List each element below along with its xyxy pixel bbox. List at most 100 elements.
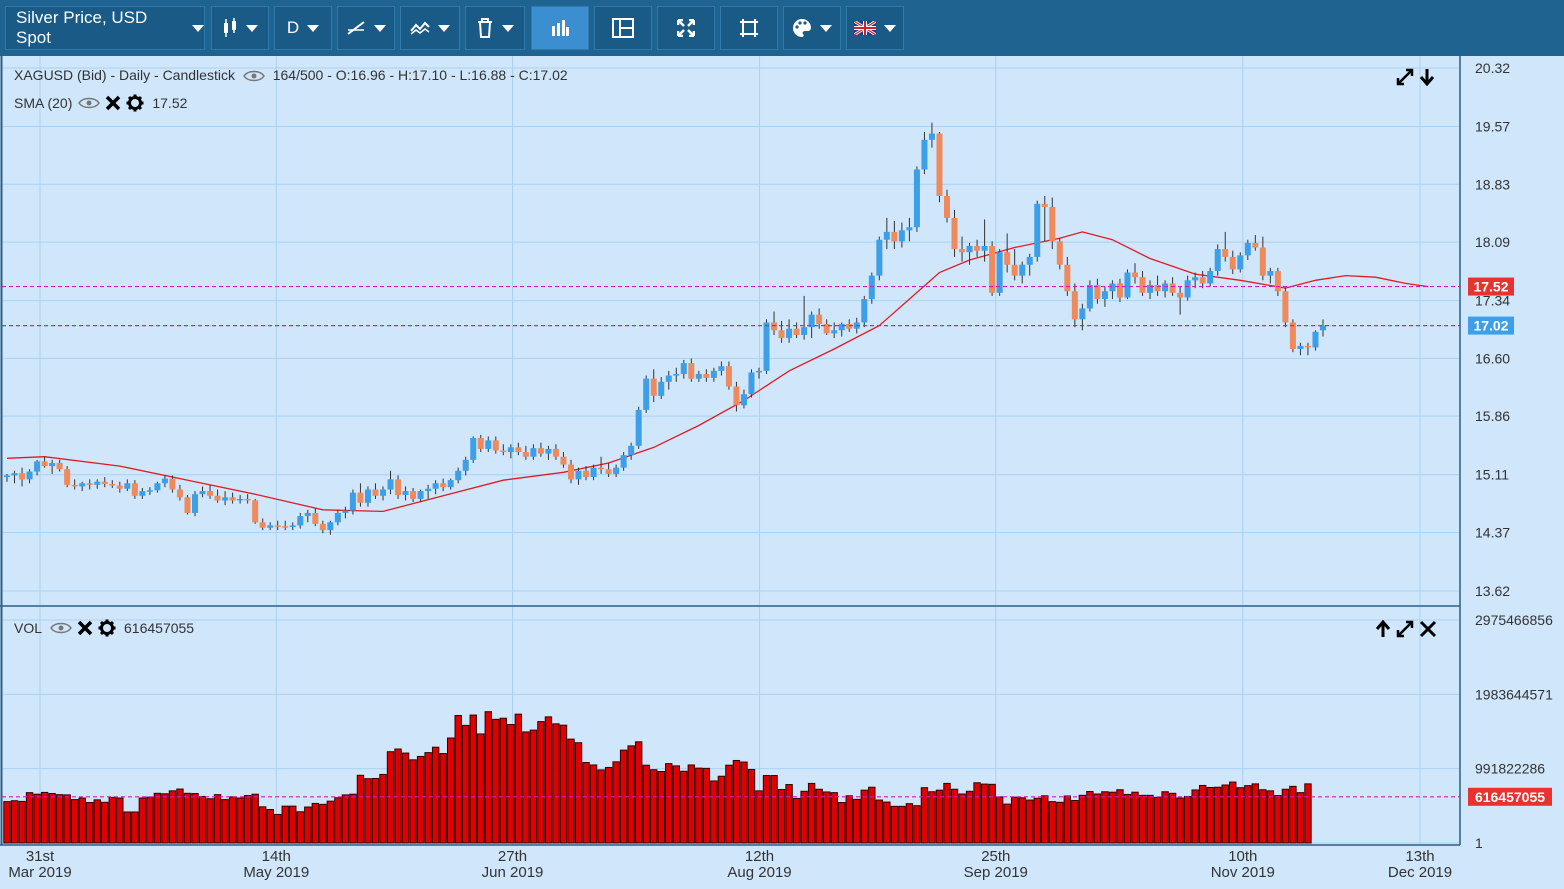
volume-bar xyxy=(401,752,410,844)
volume-bar xyxy=(1168,792,1177,844)
price-tick-label: 15.86 xyxy=(1475,408,1510,424)
candle-body xyxy=(530,448,537,457)
chevron-down-icon xyxy=(884,24,896,32)
volume-tag-box xyxy=(1468,787,1552,806)
candle-body xyxy=(1304,345,1311,348)
candle xyxy=(417,489,424,503)
eye-icon[interactable] xyxy=(242,70,265,82)
volume-bar xyxy=(1003,803,1011,844)
candle xyxy=(740,389,747,409)
candle-body xyxy=(1169,283,1176,293)
fullscreen-button[interactable] xyxy=(657,6,715,50)
candle-body xyxy=(319,523,326,531)
candle-body xyxy=(1124,272,1131,298)
candle-body xyxy=(1034,203,1041,257)
date-tick-day: 25th xyxy=(981,848,1010,865)
volume-bar xyxy=(627,745,635,844)
candle xyxy=(598,456,605,474)
candle-body xyxy=(101,481,108,485)
indicators-button[interactable] xyxy=(400,6,460,50)
crop-button[interactable] xyxy=(720,6,778,50)
chart-style-button[interactable] xyxy=(211,6,269,50)
candle xyxy=(898,222,905,248)
candle-body xyxy=(342,510,349,513)
price-tick-label: 18.83 xyxy=(1475,176,1510,192)
candle xyxy=(1244,239,1251,261)
volume-bar xyxy=(183,792,192,844)
eye-icon[interactable] xyxy=(78,97,101,109)
chart-type-button[interactable] xyxy=(531,6,589,50)
candle-body xyxy=(1237,255,1244,270)
candle xyxy=(801,295,808,340)
theme-button[interactable] xyxy=(783,6,841,50)
close-pane-icon[interactable] xyxy=(1419,620,1437,638)
volume-bar xyxy=(785,784,793,844)
candle xyxy=(613,464,620,478)
volume-bar xyxy=(1093,793,1102,844)
candle xyxy=(252,498,259,524)
move-up-icon[interactable] xyxy=(1375,620,1391,638)
candle xyxy=(966,242,973,265)
instrument-select[interactable]: Silver Price, USD Spot xyxy=(5,6,205,50)
candle xyxy=(447,478,454,490)
candle xyxy=(229,492,236,504)
close-icon[interactable] xyxy=(76,619,94,637)
language-button[interactable] xyxy=(846,6,904,50)
candle xyxy=(1049,197,1056,250)
volume-bar xyxy=(1010,796,1019,844)
volume-bar xyxy=(762,775,771,844)
volume-bar xyxy=(63,794,71,844)
volume-bar xyxy=(198,795,207,844)
candle-body xyxy=(1199,277,1206,284)
candle xyxy=(552,444,559,460)
volume-bar xyxy=(431,746,440,844)
candle xyxy=(349,489,356,515)
volume-bar xyxy=(349,793,357,844)
candle-body xyxy=(402,491,409,495)
candle xyxy=(1056,238,1063,270)
candle xyxy=(26,469,33,484)
candle-body xyxy=(921,139,928,170)
candle xyxy=(989,241,996,296)
volume-bar xyxy=(868,786,876,844)
candle-body xyxy=(966,245,973,253)
expand-icon[interactable] xyxy=(1396,68,1416,86)
draw-tools-button[interactable] xyxy=(337,6,395,50)
candle xyxy=(440,478,447,492)
eye-icon[interactable] xyxy=(50,622,72,634)
volume-bar xyxy=(514,713,523,844)
volume-bar xyxy=(213,794,222,844)
close-icon[interactable] xyxy=(104,94,122,112)
candle xyxy=(861,295,868,328)
candle-body xyxy=(395,479,402,495)
candle xyxy=(771,311,778,335)
candle-body xyxy=(928,133,935,140)
gear-icon[interactable] xyxy=(126,94,144,112)
gear-icon[interactable] xyxy=(98,619,116,637)
candle-body xyxy=(417,491,424,499)
candle xyxy=(64,466,71,488)
candle xyxy=(1026,253,1033,276)
candle xyxy=(1011,249,1018,281)
candle-body xyxy=(507,447,514,453)
price-chart[interactable]: 20.32 19.57 18.83 18.09 17.34 16.60 15.86 15.11… xyxy=(0,56,1564,889)
candle-body xyxy=(710,370,717,378)
volume-bar xyxy=(1146,794,1154,844)
volume-bar xyxy=(657,771,665,844)
volume-tag-label: 616457055 xyxy=(1475,789,1545,805)
candle-body xyxy=(199,491,206,495)
candle-body xyxy=(1297,345,1304,350)
delete-button[interactable] xyxy=(465,6,525,50)
timeframe-button[interactable]: D xyxy=(274,6,332,50)
candle xyxy=(267,522,274,531)
expand-icon[interactable] xyxy=(1396,620,1416,638)
volume-bar xyxy=(883,801,891,844)
chevron-down-icon xyxy=(374,24,386,32)
candle xyxy=(41,456,48,468)
layout-button[interactable] xyxy=(594,6,652,50)
volume-tick-label: 1983644571 xyxy=(1475,686,1553,702)
volume-bar xyxy=(409,759,417,844)
move-down-icon[interactable] xyxy=(1419,68,1435,86)
candle xyxy=(161,475,168,488)
candle-body xyxy=(695,373,702,379)
